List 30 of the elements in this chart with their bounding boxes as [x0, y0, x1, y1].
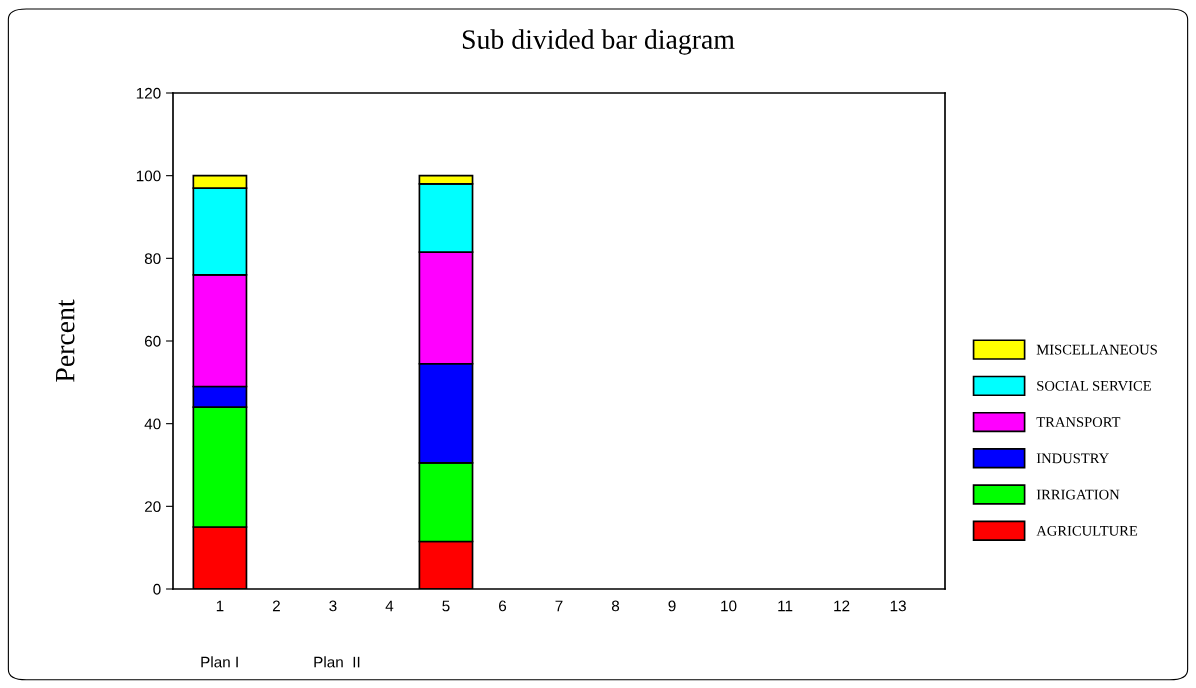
y-tick-label: 20 — [144, 501, 161, 513]
legend-label: MISCELLANEOUS — [1036, 344, 1157, 355]
y-tick-label: 40 — [144, 418, 161, 430]
x-tick-label: 7 — [555, 600, 563, 612]
y-tick-label: 80 — [144, 253, 161, 265]
x-tick-label: 11 — [778, 600, 793, 612]
text: Plan II — [314, 656, 360, 668]
text: Plan I — [201, 656, 238, 668]
x-tick-label: 10 — [721, 600, 737, 612]
legend-label: AGRICULTURE — [1036, 525, 1138, 536]
x-tick-label: 9 — [668, 600, 676, 612]
legend-label: TRANSPORT — [1036, 417, 1121, 427]
x-tick-label: 3 — [329, 600, 337, 612]
chart-title: Sub divided bar diagram — [462, 29, 735, 55]
y-tick-label: 60 — [144, 335, 161, 347]
x-tick-label: 12 — [834, 600, 850, 612]
x-tick-label: 6 — [499, 600, 507, 612]
x-tick-label: 2 — [272, 600, 280, 612]
x-tick-label: 8 — [611, 600, 620, 612]
x-tick-label: 1 — [216, 600, 224, 612]
legend-label: INDUSTRY — [1036, 453, 1109, 464]
y-axis-title: Percent — [56, 299, 75, 382]
x-tick-label: 4 — [385, 600, 394, 612]
legend-label: IRRIGATION — [1036, 489, 1120, 500]
legend-label: SOCIAL SERVICE — [1037, 380, 1151, 391]
x-tick-label: 5 — [442, 600, 450, 612]
y-tick-label: 0 — [153, 583, 161, 595]
y-tick-label: 120 — [136, 87, 161, 99]
y-tick-label: 100 — [136, 170, 161, 182]
x-tick-label: 13 — [890, 600, 906, 612]
